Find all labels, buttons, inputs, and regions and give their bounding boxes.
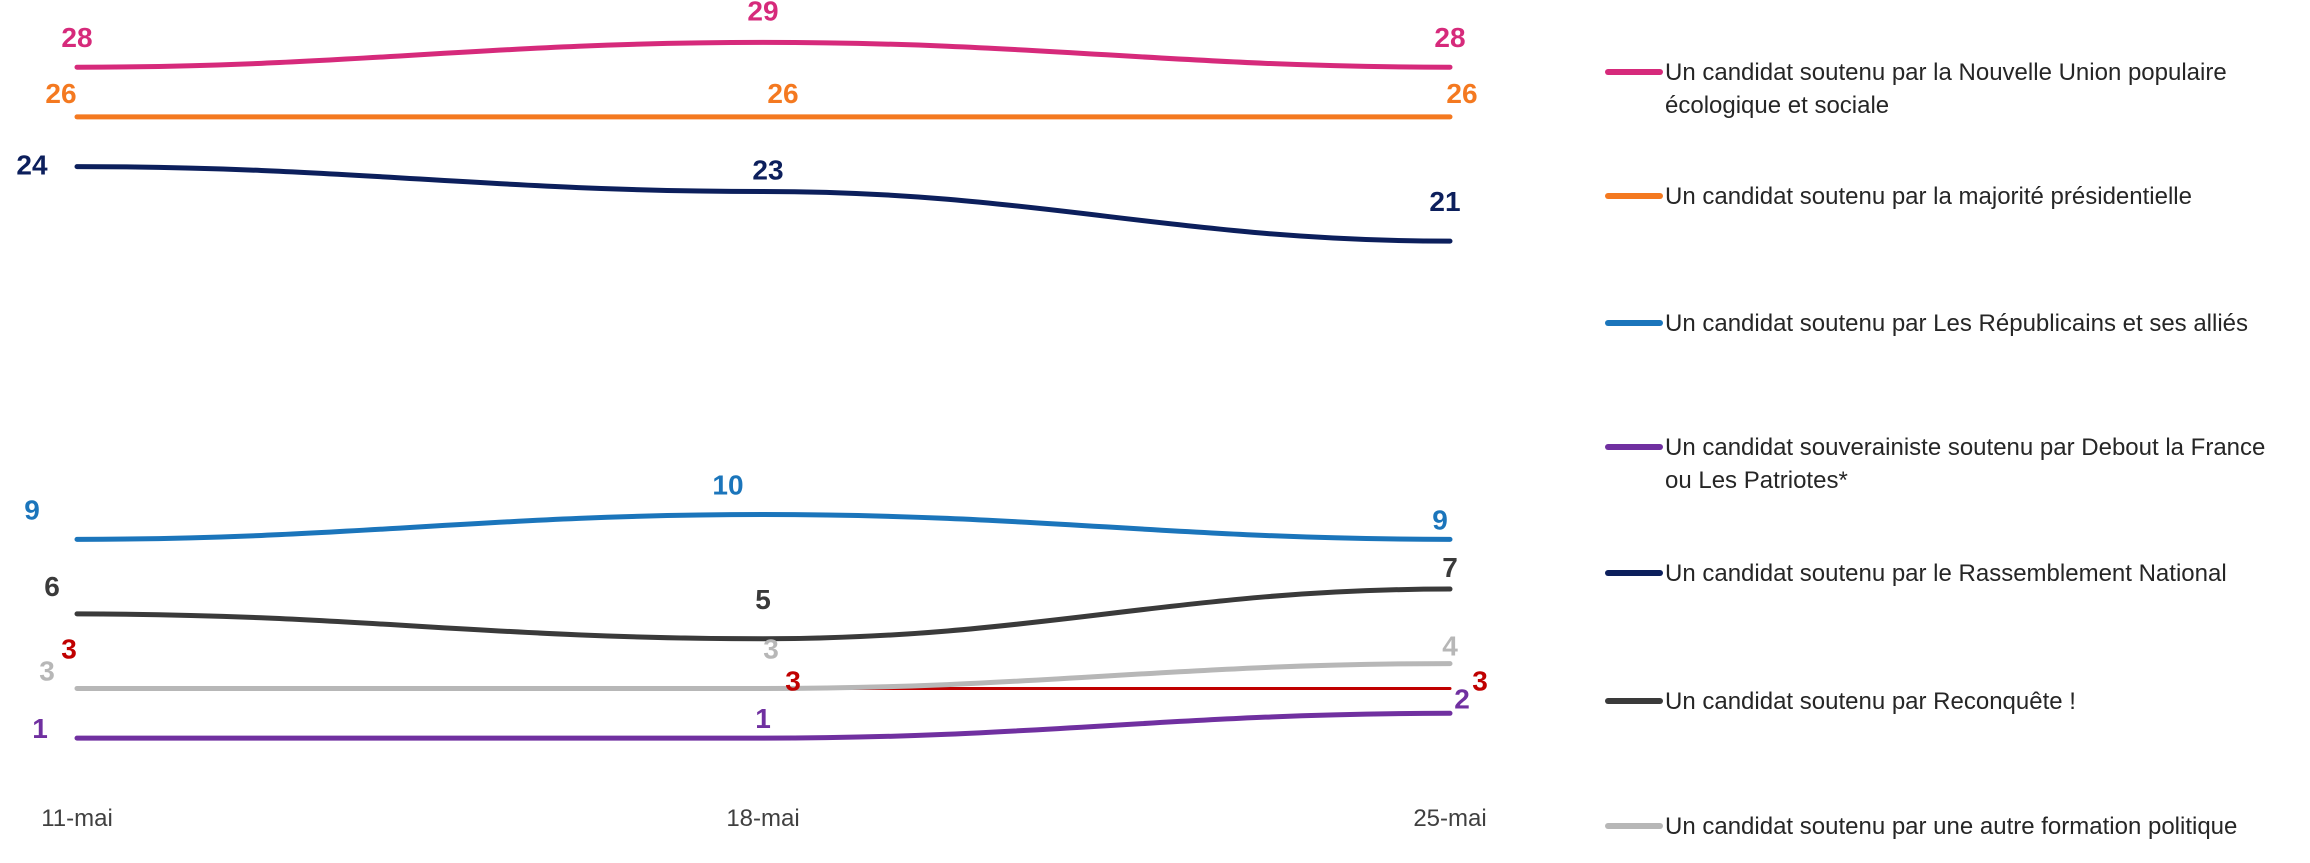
legend-item: Un candidat soutenu par Reconquête ! [1605,685,2305,718]
data-label: 9 [1432,504,1448,535]
series-line-6 [74,661,1453,691]
data-label: 26 [767,78,798,109]
legend-item: Un candidat soutenu par la Nouvelle Unio… [1605,56,2305,122]
legend-item: Un candidat soutenu par une autre format… [1605,810,2305,843]
data-label: 28 [1434,22,1465,53]
legend-item: Un candidat souverainiste soutenu par De… [1605,431,2305,497]
data-label: 1 [32,713,48,744]
legend-swatch [1605,570,1663,576]
legend-swatch [1605,698,1663,704]
data-label: 3 [785,665,801,696]
series-line-2 [74,511,1453,542]
data-label: 1 [755,703,771,734]
legend: Un candidat soutenu par la Nouvelle Unio… [1605,0,2305,863]
legend-item: Un candidat soutenu par le Rassemblement… [1605,557,2305,590]
series-lines [74,39,1453,741]
data-label: 4 [1442,631,1458,662]
data-label: 7 [1442,552,1458,583]
data-label: 2 [1454,683,1470,714]
x-tick-label: 11-mai [41,805,113,832]
x-tick-label: 25-mai [1413,805,1486,832]
data-label: 29 [747,0,778,26]
data-label: 9 [24,494,40,525]
legend-swatch [1605,823,1663,829]
data-label: 28 [61,22,92,53]
legend-item: Un candidat soutenu par Les Républicains… [1605,307,2305,340]
legend-swatch [1605,69,1663,75]
legend-label: Un candidat soutenu par une autre format… [1665,813,2238,840]
data-label: 3 [1472,665,1488,696]
data-label: 6 [44,571,60,602]
legend-label: Un candidat soutenu par Les Républicains… [1665,310,2249,337]
x-axis-ticks: 11-mai 18-mai 25-mai [41,805,1486,832]
data-label: 24 [16,150,48,181]
data-label: 21 [1429,186,1460,217]
data-label: 26 [1446,78,1477,109]
data-label: 5 [755,584,771,615]
series-line-4 [74,164,1453,244]
legend-label: Un candidat soutenu par Reconquête ! [1665,688,2076,715]
legend-label: Un candidat soutenu par la majorité prés… [1665,183,2192,210]
data-label: 26 [45,78,76,109]
data-label: 3 [763,633,779,664]
data-label: 3 [61,633,77,664]
data-label: 23 [752,154,783,185]
legend-item: Un candidat soutenu par la majorité prés… [1605,180,2305,213]
legend-swatch [1605,320,1663,326]
series-line-5 [74,586,1453,642]
x-tick-label: 18-mai [726,805,799,832]
legend-swatch [1605,444,1663,450]
series-line-3 [74,710,1453,741]
data-label: 3 [39,655,55,686]
legend-label: Un candidat soutenu par la Nouvelle Unio… [1665,59,2227,119]
legend-swatch [1605,193,1663,199]
series-line-0 [74,39,1453,70]
data-label: 10 [712,470,743,501]
legend-label: Un candidat soutenu par le Rassemblement… [1665,560,2227,587]
legend-label: Un candidat souverainiste soutenu par De… [1665,434,2266,494]
